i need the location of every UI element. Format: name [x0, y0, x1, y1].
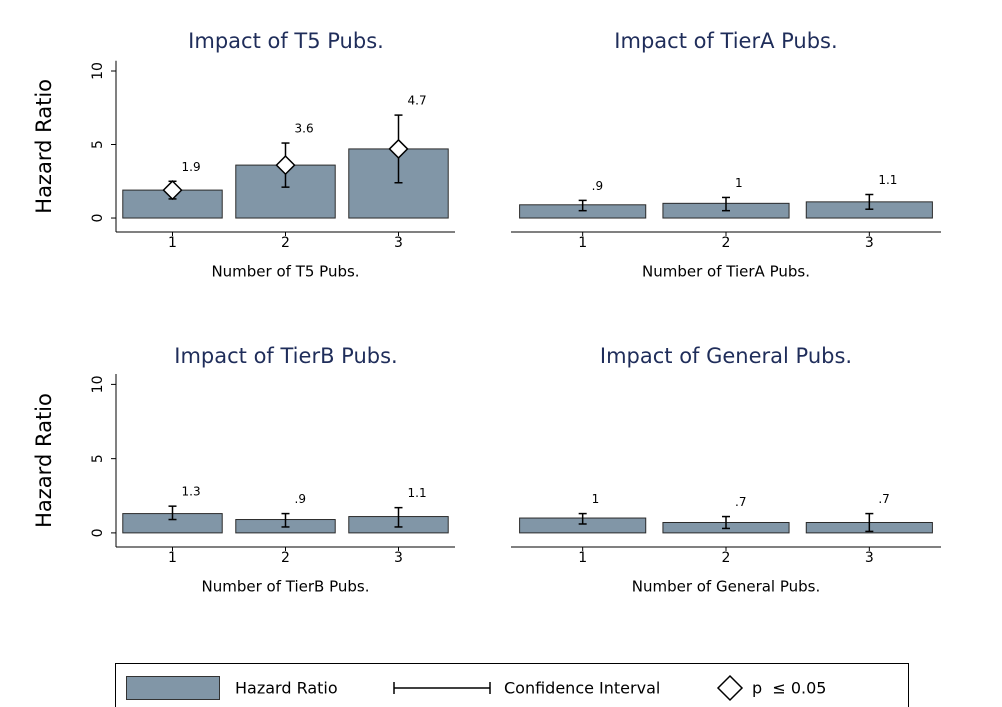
y-tick-label: 5: [90, 454, 106, 463]
panel-title: Impact of TierA Pubs.: [614, 29, 837, 53]
significance-diamond: [275, 155, 296, 176]
y-tick-label: 10: [90, 62, 106, 80]
x-axis-label: Number of General Pubs.: [632, 578, 821, 596]
y-tick-label: 0: [90, 214, 106, 223]
error-bar: [722, 515, 730, 530]
value-label: 1.9: [182, 160, 201, 174]
error-bar: [722, 196, 730, 212]
error-bar: [394, 506, 403, 528]
value-label: .7: [735, 495, 746, 509]
x-tick-label: 3: [865, 235, 874, 251]
panel: Impact of TierA Pubs. Number of TierA Pub…: [511, 29, 941, 281]
error-bar: [578, 199, 587, 212]
x-tick-label: 1: [168, 235, 177, 251]
x-tick-label: 3: [394, 550, 403, 566]
error-bar: [168, 505, 177, 521]
legend-label: Confidence Interval: [504, 679, 660, 698]
x-tick-label: 3: [394, 235, 403, 251]
panel-title: Impact of TierB Pubs.: [174, 344, 397, 368]
x-tick-label: 2: [722, 235, 731, 251]
x-axis-label: Number of TierA Pubs.: [642, 263, 810, 281]
x-axis-label: Number of TierB Pubs.: [202, 578, 370, 596]
x-axis-label: Number of T5 Pubs.: [211, 263, 359, 281]
value-label: .9: [295, 492, 306, 506]
legend-label: Hazard Ratio: [235, 679, 338, 698]
significance-diamond: [388, 138, 409, 159]
x-tick-label: 1: [578, 550, 587, 566]
significance-diamond: [162, 180, 183, 201]
value-label: 1.1: [878, 173, 897, 187]
value-label: 3.6: [295, 122, 314, 136]
value-label: 1.3: [182, 485, 201, 499]
legend: Hazard Ratio Confidence Interval p ≤ 0.0…: [115, 663, 909, 707]
value-label: 1: [735, 176, 743, 190]
legend-box: [115, 663, 909, 707]
x-tick-label: 2: [281, 550, 290, 566]
y-axis-label: Hazard Ratio: [32, 79, 56, 214]
value-label: .7: [878, 492, 889, 506]
x-tick-label: 1: [578, 235, 587, 251]
value-label: 4.7: [408, 94, 427, 108]
legend-swatch: [126, 676, 220, 700]
legend-label: p ≤ 0.05: [752, 679, 826, 698]
value-label: 1: [592, 492, 600, 506]
value-label: 1.1: [408, 486, 427, 500]
x-tick-label: 2: [722, 550, 731, 566]
panel: Impact of T5 Pubs. Number of T5 Pubs. Haza…: [32, 29, 455, 281]
legend-diamond: [716, 674, 744, 702]
x-tick-label: 1: [168, 550, 177, 566]
x-tick-label: 3: [865, 550, 874, 566]
panel-title: Impact of T5 Pubs.: [188, 29, 384, 53]
panel: Impact of TierB Pubs. Number of TierB Pub…: [32, 344, 455, 596]
panel: Impact of General Pubs. Number of General…: [511, 344, 941, 596]
panel-title: Impact of General Pubs.: [600, 344, 852, 368]
error-bar: [578, 512, 587, 525]
y-axis-label: Hazard Ratio: [32, 393, 56, 528]
y-tick-label: 0: [90, 528, 106, 537]
error-bar: [281, 512, 290, 528]
x-tick-label: 2: [281, 235, 290, 251]
error-bar: [865, 512, 874, 533]
error-bar: [865, 193, 874, 210]
y-tick-label: 5: [90, 140, 106, 149]
value-label: .9: [592, 179, 603, 193]
y-tick-label: 10: [90, 375, 106, 393]
